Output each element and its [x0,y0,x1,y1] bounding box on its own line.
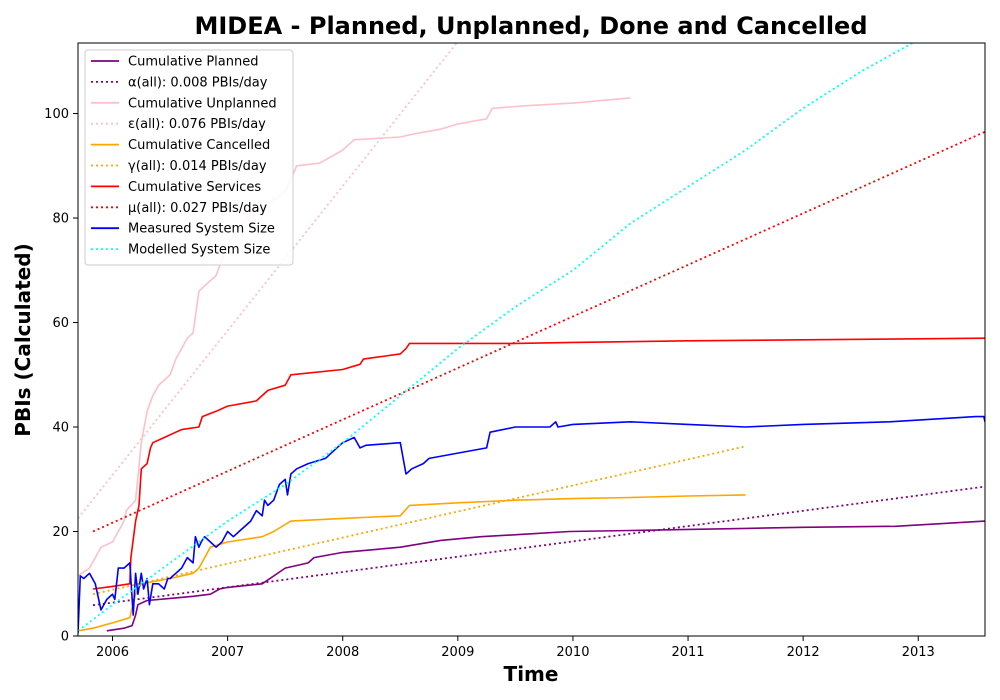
plot-frame [77,42,986,637]
legend-label: α(all): 0.008 PBIs/day [128,75,268,90]
x-axis: 2006 2007 2008 2009 2010 2011 2012 2013 [96,636,935,660]
legend-label: ε(all): 0.076 PBIs/day [128,117,266,132]
x-tick-label: 2007 [211,645,244,660]
x-tick-label: 2010 [556,645,589,660]
series-line-measured-system-size [78,415,985,634]
legend-label: Cumulative Services [128,180,261,195]
x-axis-title: Time [504,662,559,686]
y-tick-label: 40 [52,421,69,436]
series-line-cumulative-unplanned [78,97,631,577]
y-tick-label: 20 [52,525,69,540]
plot-area [78,43,985,634]
legend: Cumulative Planned α(all): 0.008 PBIs/day… [84,49,294,266]
y-axis-title: PBIs (Calculated) [11,243,35,436]
x-tick-label: 2011 [671,645,704,660]
y-tick-label: 80 [52,212,69,227]
series-line-all-0-076-pbis-day [78,43,458,519]
legend-label: Cumulative Planned [128,55,258,70]
legend-label: μ(all): 0.027 PBIs/day [128,201,267,216]
legend-label: γ(all): 0.014 PBIs/day [128,159,267,174]
legend-label: Cumulative Cancelled [128,138,270,153]
legend-label: Measured System Size [128,222,275,237]
series-line-all-0-014-pbis-day [92,445,746,596]
x-tick-label: 2013 [902,645,935,660]
y-tick-label: 0 [61,630,69,645]
x-tick-label: 2006 [96,645,129,660]
y-axis: 0 20 40 60 80 100 [44,107,78,645]
y-tick-label: 100 [44,107,69,122]
x-tick-label: 2012 [787,645,820,660]
legend-label: Modelled System Size [128,243,270,258]
x-tick-label: 2008 [326,645,359,660]
legend-label: Cumulative Unplanned [128,96,277,111]
x-tick-label: 2009 [441,645,474,660]
y-tick-label: 60 [52,316,69,331]
legend-box [84,49,294,266]
series-layer [78,43,985,634]
chart-title: MIDEA - Planned, Unplanned, Done and Can… [194,12,867,40]
series-line-cumulative-services [92,337,985,590]
